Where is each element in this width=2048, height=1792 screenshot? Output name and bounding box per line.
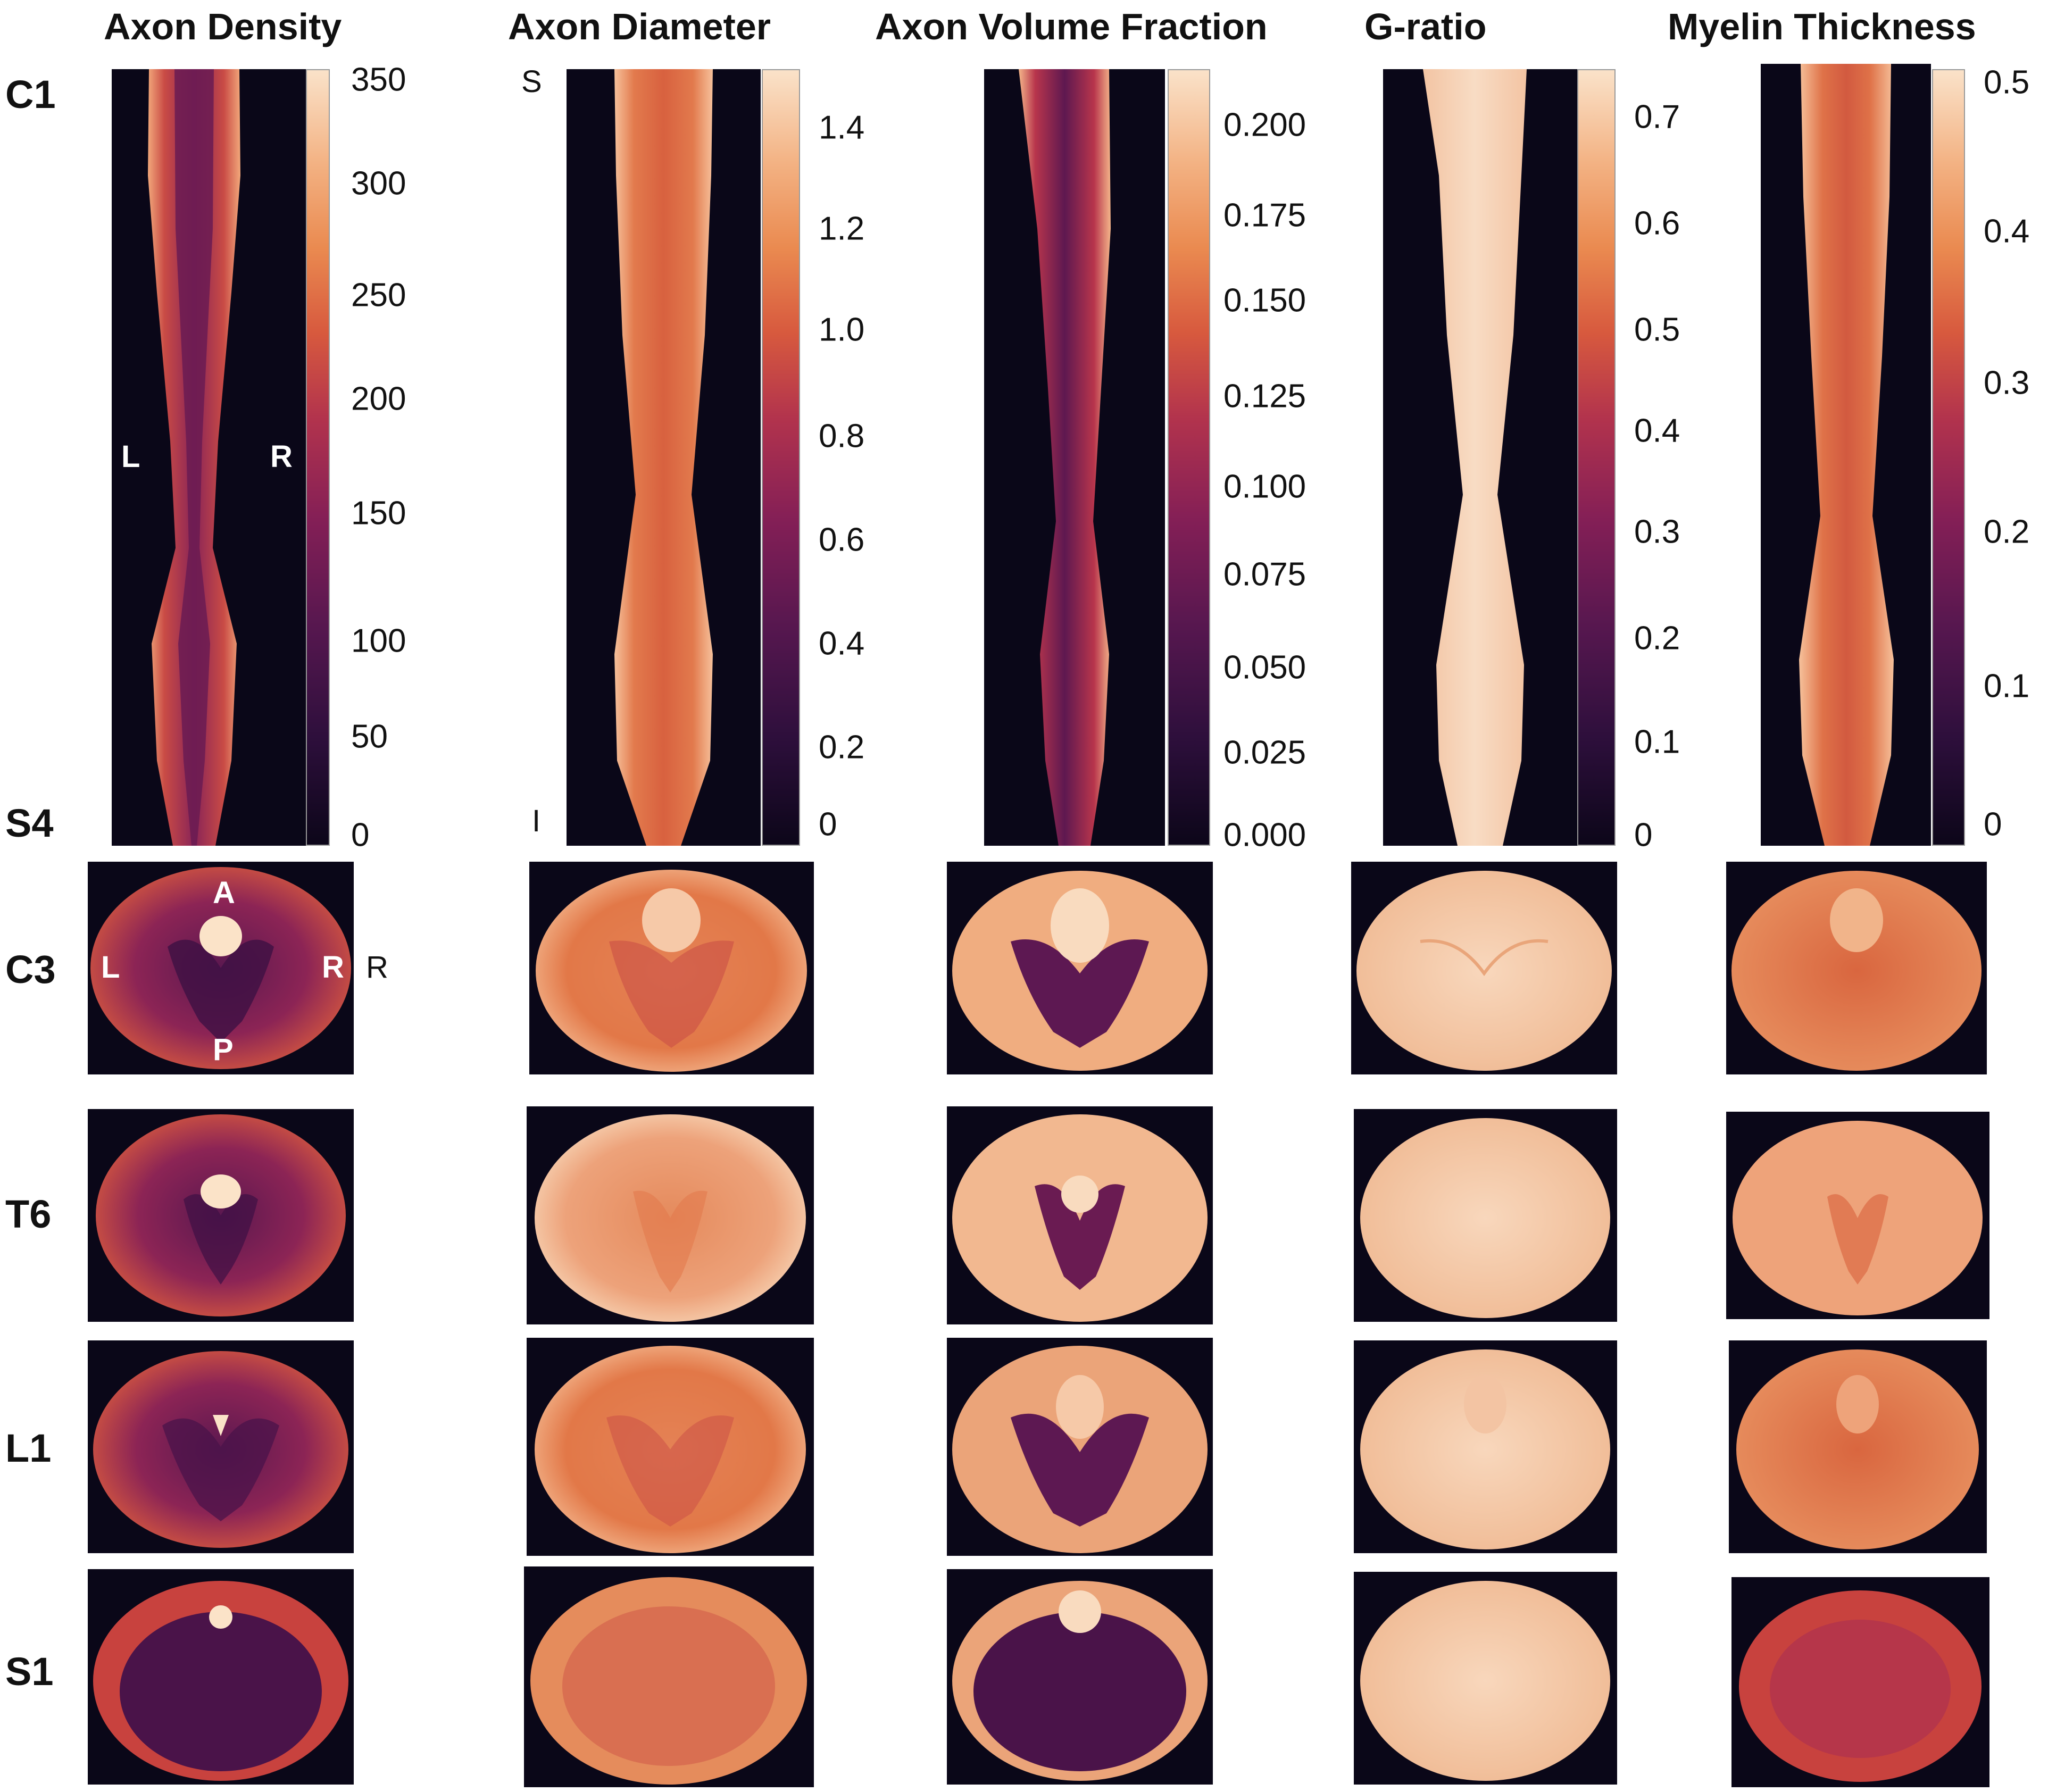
axial-slice-t6-axon-density — [88, 1109, 354, 1322]
colorbar-myelin-thickness: 0.5 0.4 0.3 0.2 0.1 0 — [1932, 64, 2029, 846]
colorbar-tick: 0.025 — [1223, 734, 1306, 771]
colorbar-tick: 0.2 — [1984, 513, 2030, 551]
colorbar-tick: 250 — [351, 277, 406, 314]
colorbar-tick: 0.8 — [819, 418, 865, 455]
colorbar-tick: 1.4 — [819, 109, 865, 146]
orientation-anterior: A — [213, 876, 235, 910]
colorbar-tick: 1.0 — [819, 311, 865, 348]
colorbar-tick: 0.2 — [819, 729, 865, 766]
colorbar-tick: 0.200 — [1223, 106, 1306, 144]
column-title-axon-diameter: Axon Diameter — [508, 6, 771, 47]
colorbar-g-ratio: 0.7 0.6 0.5 0.4 0.3 0.2 0.1 0 — [1577, 69, 1680, 854]
axial-slice-t6-g-ratio — [1354, 1109, 1617, 1322]
orientation-right: R — [270, 439, 293, 474]
colorbar-axon-density: 350 300 250 200 150 100 50 0 — [306, 62, 406, 854]
colorbar-tick: 0.6 — [819, 521, 865, 559]
axial-slice-t6-myelin-thickness — [1726, 1112, 1989, 1319]
colorbar-tick: 0.4 — [819, 625, 865, 662]
axial-slice-c3-g-ratio — [1351, 862, 1617, 1074]
axial-slice-c3-axon-diameter — [529, 862, 814, 1074]
axial-slice-c3-axon-density — [88, 862, 354, 1074]
column-title-myelin-thickness: Myelin Thickness — [1668, 6, 1976, 47]
colorbar-tick: 0.2 — [1634, 620, 1680, 657]
orientation-left: L — [121, 439, 140, 474]
colorbar-tick: 0.4 — [1634, 412, 1680, 449]
axial-slice-c3-axon-volume-fraction — [947, 862, 1213, 1074]
axial-slice-t6-axon-volume-fraction — [947, 1106, 1213, 1324]
coronal-map-axon-density — [112, 69, 306, 846]
axial-slice-s1-axon-density — [88, 1569, 354, 1785]
axial-slice-s1-axon-volume-fraction — [947, 1569, 1213, 1785]
orientation-posterior: P — [213, 1032, 234, 1067]
colorbar-tick: 350 — [351, 61, 406, 98]
row-label-s4: S4 — [5, 801, 54, 845]
colorbar-tick: 0.000 — [1223, 816, 1306, 854]
coronal-map-axon-volume-fraction — [984, 69, 1165, 846]
colorbar-tick: 0 — [819, 806, 837, 843]
colorbar-tick: 0.150 — [1223, 282, 1306, 319]
row-label-s1: S1 — [5, 1649, 54, 1694]
column-title-g-ratio: G-ratio — [1364, 6, 1487, 47]
colorbar-tick: 0 — [1984, 806, 2002, 843]
coronal-map-myelin-thickness — [1761, 64, 1931, 846]
colorbar-tick: 0.6 — [1634, 205, 1680, 242]
colorbar-tick: 0.125 — [1223, 378, 1306, 415]
colorbar-tick: 1.2 — [819, 210, 865, 247]
colorbar-tick: 0.4 — [1984, 213, 2030, 250]
orientation-axial-left: L — [101, 950, 120, 985]
colorbar-tick: 0.075 — [1223, 556, 1306, 593]
colorbar-tick: 0.1 — [1634, 723, 1680, 761]
colorbar-axon-diameter: 1.4 1.2 1.0 0.8 0.6 0.4 0.2 0 — [762, 69, 864, 846]
coronal-map-g-ratio — [1383, 69, 1577, 846]
colorbar-tick: 150 — [351, 495, 406, 532]
row-label-c1: C1 — [5, 72, 56, 116]
colorbar-tick: 0.100 — [1223, 468, 1306, 505]
axial-slice-c3-myelin-thickness — [1726, 862, 1987, 1074]
axial-slice-s1-g-ratio — [1354, 1572, 1617, 1785]
orientation-axial-right: R — [322, 950, 344, 985]
colorbar-tick: 0 — [1634, 816, 1653, 854]
axial-slice-l1-g-ratio — [1354, 1340, 1617, 1553]
colorbar-axon-volume-fraction: 0.200 0.175 0.150 0.125 0.100 0.075 0.05… — [1168, 69, 1306, 854]
colorbar-tick: 50 — [351, 718, 388, 755]
axial-slice-l1-myelin-thickness — [1729, 1340, 1987, 1553]
colorbar-tick: 100 — [351, 622, 406, 660]
axial-slice-l1-axon-volume-fraction — [947, 1338, 1213, 1556]
orientation-outside-right: R — [366, 950, 388, 985]
orientation-inferior: I — [532, 804, 541, 838]
row-label-t6: T6 — [5, 1192, 52, 1236]
column-title-axon-density: Axon Density — [104, 6, 342, 47]
colorbar-tick: 0.175 — [1223, 197, 1306, 234]
axial-slice-t6-axon-diameter — [527, 1106, 814, 1324]
coronal-map-axon-diameter — [567, 69, 761, 846]
axial-slice-l1-axon-density — [88, 1340, 354, 1553]
colorbar-tick: 0.1 — [1984, 668, 2030, 705]
axial-slice-l1-axon-diameter — [527, 1338, 814, 1556]
colorbar-tick: 300 — [351, 165, 406, 202]
row-label-c3: C3 — [5, 947, 56, 991]
colorbar-tick: 0.7 — [1634, 98, 1680, 136]
colorbar-tick: 0 — [351, 816, 370, 854]
colorbar-tick: 0.3 — [1634, 513, 1680, 551]
colorbar-tick: 200 — [351, 380, 406, 418]
colorbar-tick: 0.5 — [1984, 64, 2030, 101]
axial-slice-s1-axon-diameter — [524, 1566, 814, 1787]
column-title-axon-volume-fraction: Axon Volume Fraction — [875, 6, 1268, 47]
colorbar-tick: 0.050 — [1223, 649, 1306, 686]
axial-slice-s1-myelin-thickness — [1731, 1577, 1989, 1787]
orientation-superior: S — [521, 64, 542, 99]
colorbar-tick: 0.3 — [1984, 364, 2030, 402]
row-label-l1: L1 — [5, 1426, 52, 1470]
colorbar-tick: 0.5 — [1634, 311, 1680, 348]
